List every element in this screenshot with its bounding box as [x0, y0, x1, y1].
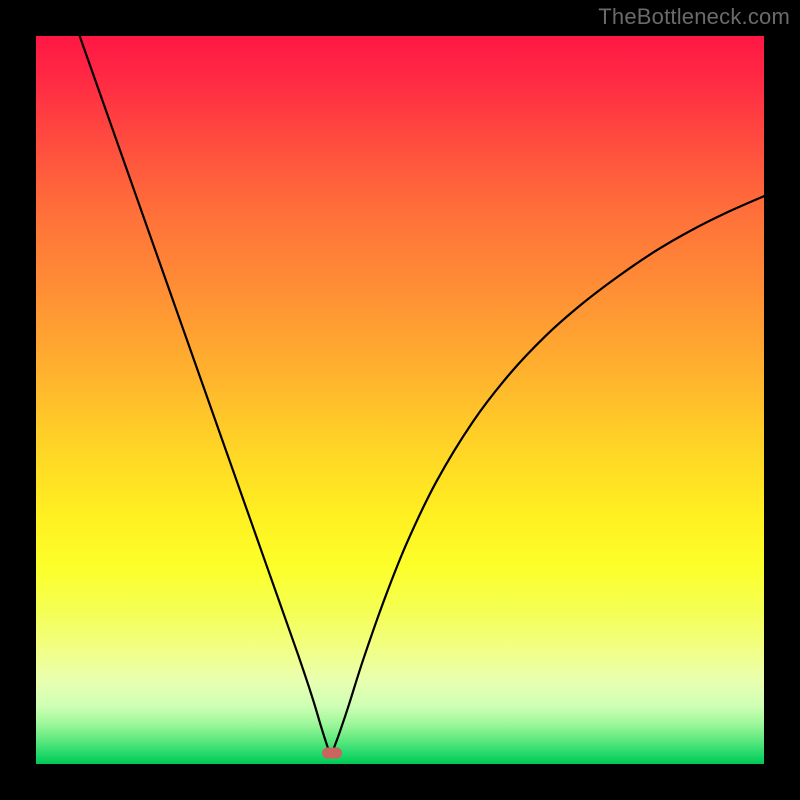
- plot-area: [36, 36, 764, 764]
- chart-root: TheBottleneck.com: [0, 0, 800, 800]
- watermark-text: TheBottleneck.com: [598, 4, 790, 30]
- bottleneck-curve: [36, 36, 764, 764]
- apex-marker: [322, 748, 342, 759]
